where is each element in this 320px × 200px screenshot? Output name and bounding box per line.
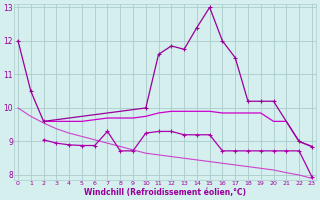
X-axis label: Windchill (Refroidissement éolien,°C): Windchill (Refroidissement éolien,°C) <box>84 188 246 197</box>
